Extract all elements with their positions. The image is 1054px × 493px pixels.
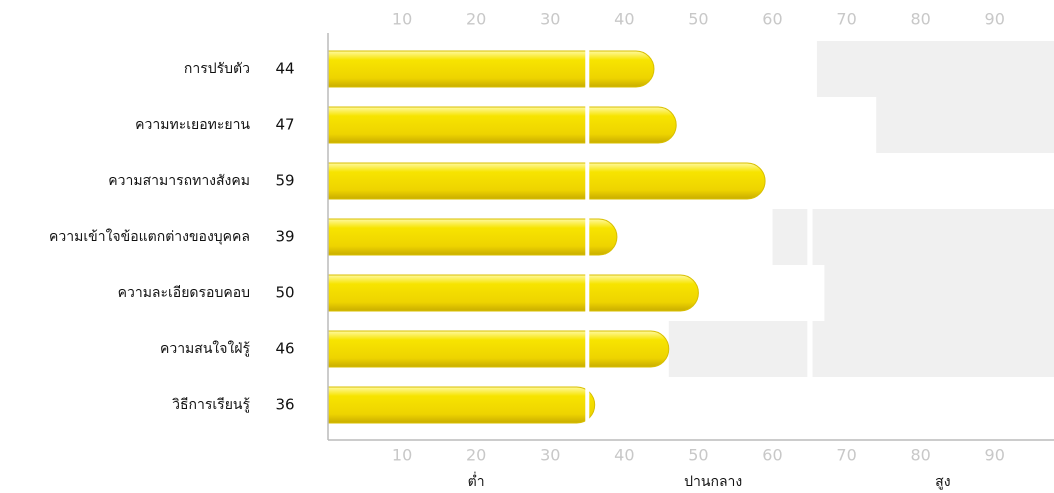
- bar: [327, 162, 766, 200]
- marker-line: [585, 50, 590, 88]
- marker-line: [585, 274, 590, 312]
- category-label: ความสนใจใฝ่รู้: [160, 340, 251, 357]
- zone-label: สูง: [935, 474, 950, 490]
- bars: [327, 50, 766, 424]
- marker-line: [585, 330, 590, 368]
- background-range: [812, 209, 1054, 265]
- value-label: 47: [275, 116, 294, 134]
- x-tick-label-top: 50: [688, 10, 708, 29]
- marker-line: [585, 386, 590, 424]
- zone-label: ปานกลาง: [684, 474, 742, 490]
- background-range: [816, 41, 1054, 97]
- x-tick-label-top: 30: [540, 10, 560, 29]
- bar: [327, 218, 618, 256]
- x-tick-label-top: 20: [466, 10, 486, 29]
- x-tick-label-bottom: 60: [762, 446, 782, 465]
- category-label: การปรับตัว: [184, 61, 250, 77]
- background-range: [772, 209, 808, 265]
- background-range: [824, 265, 1054, 321]
- x-tick-label-top: 90: [985, 10, 1005, 29]
- value-label: 46: [275, 340, 294, 358]
- x-tick-label-top: 10: [392, 10, 412, 29]
- x-tick-label-top: 80: [910, 10, 930, 29]
- background-range: [668, 321, 808, 377]
- value-label: 59: [275, 172, 294, 190]
- bar: [327, 50, 655, 88]
- x-tick-label-bottom: 70: [836, 446, 856, 465]
- x-tick-label-top: 40: [614, 10, 634, 29]
- x-tick-label-bottom: 30: [540, 446, 560, 465]
- x-tick-label-bottom: 80: [910, 446, 930, 465]
- value-label: 36: [275, 396, 294, 414]
- bar: [327, 106, 677, 144]
- backgrounds: [668, 41, 1054, 377]
- x-tick-label-bottom: 40: [614, 446, 634, 465]
- value-label: 39: [275, 228, 294, 246]
- x-tick-label-top: 60: [762, 10, 782, 29]
- bar: [327, 330, 670, 368]
- category-label: ความสามารถทางสังคม: [108, 173, 250, 189]
- category-label: ความละเอียดรอบคอบ: [118, 285, 250, 301]
- bar: [327, 386, 596, 424]
- marker-line: [585, 162, 590, 200]
- x-tick-label-bottom: 20: [466, 446, 486, 465]
- background-range: [812, 321, 1054, 377]
- marker-line: [585, 218, 590, 256]
- bar: [327, 274, 699, 312]
- marker-line: [585, 106, 590, 144]
- x-tick-label-bottom: 50: [688, 446, 708, 465]
- x-tick-label-bottom: 90: [985, 446, 1005, 465]
- zone-label: ต่ำ: [468, 472, 485, 490]
- category-label: ความเข้าใจข้อแตกต่างของบุคคล: [49, 228, 250, 245]
- value-label: 44: [275, 60, 294, 78]
- category-label: ความทะเยอทะยาน: [135, 117, 250, 133]
- category-label: วิธีการเรียนรู้: [172, 397, 250, 413]
- background-range: [876, 97, 1054, 153]
- value-label: 50: [275, 284, 294, 302]
- x-tick-label-top: 70: [836, 10, 856, 29]
- x-tick-label-bottom: 10: [392, 446, 412, 465]
